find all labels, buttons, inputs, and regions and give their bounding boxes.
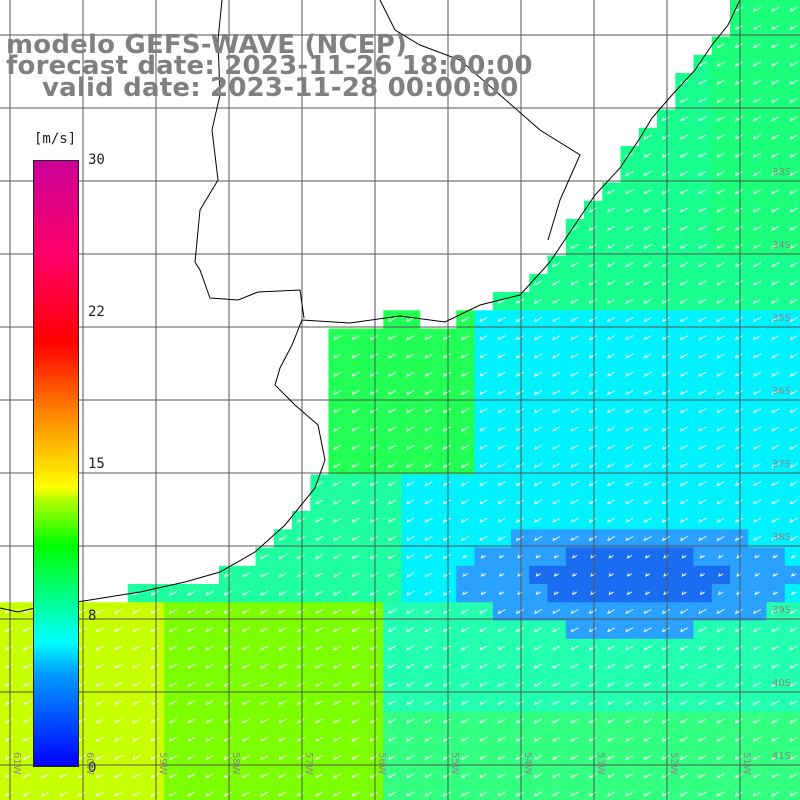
lat-label: 35S [772, 313, 792, 324]
colorbar-tick-30: 30 [88, 152, 105, 168]
border-line [379, 0, 581, 241]
lat-label: 40S [772, 678, 792, 689]
model-title: modelo GEFS-WAVE (NCEP) [6, 30, 408, 60]
colorbar-tick-0: 0 [88, 760, 97, 776]
lon-label: 58W [230, 752, 241, 775]
lat-label: 36S [772, 386, 792, 397]
wind-arrows [4, 6, 798, 797]
lat-label: 34S [772, 240, 792, 251]
lat-label: 39S [772, 605, 792, 616]
colorbar-tick-8: 8 [88, 608, 97, 624]
forecast-date: forecast date: 2023-11-26 18:00:00 [6, 51, 533, 81]
lon-label: 55W [449, 752, 460, 775]
colorbar-tick-15: 15 [88, 456, 105, 472]
colorbar [33, 160, 79, 767]
lon-label: 54W [522, 752, 533, 775]
lat-label: 38S [772, 532, 792, 543]
lat-label: 41S [772, 751, 792, 762]
lon-label: 57W [303, 752, 314, 775]
coastline [0, 0, 741, 613]
lon-label: 60W [84, 752, 95, 775]
lon-label: 53W [595, 752, 606, 775]
colorbar-tick-22: 22 [88, 304, 105, 320]
lat-label: 33S [772, 167, 792, 178]
lat-label: 37S [772, 459, 792, 470]
valid-date: valid date: 2023-11-28 00:00:00 [42, 73, 519, 103]
lon-label: 52W [668, 752, 679, 775]
lon-label: 56W [376, 752, 387, 775]
border-line [194, 0, 305, 319]
lon-label: 59W [157, 752, 168, 775]
lon-label: 61W [11, 752, 22, 775]
colorbar-unit: [m/s] [34, 131, 77, 147]
lon-label: 51W [741, 752, 752, 775]
